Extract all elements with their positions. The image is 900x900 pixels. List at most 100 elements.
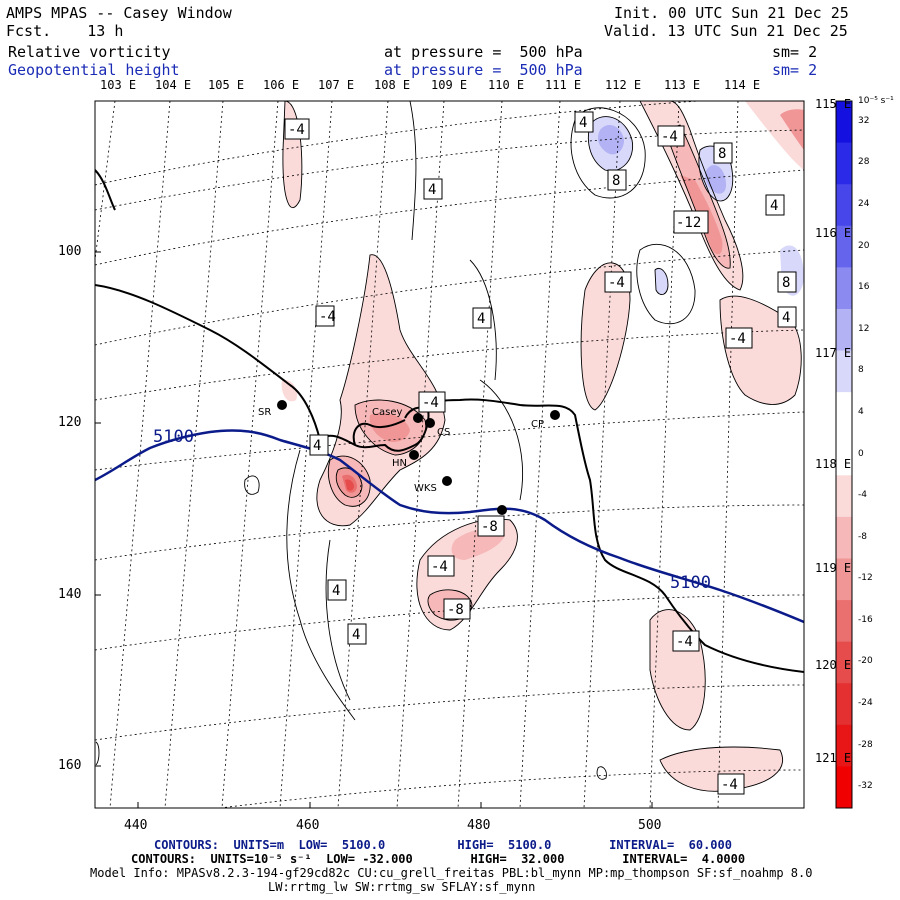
colorbar-swatch [836, 724, 852, 767]
contour-label: -4 [284, 118, 310, 140]
svg-text:-4: -4 [729, 331, 746, 347]
colorbar-swatch [836, 683, 852, 726]
svg-text:4: 4 [352, 627, 360, 643]
colorbar [835, 100, 853, 809]
contour-label: -12 [673, 210, 709, 234]
svg-text:-4: -4 [608, 275, 625, 291]
svg-text:-4: -4 [319, 309, 336, 325]
colorbar-tick-label: 28 [858, 157, 870, 168]
footer-model-info-2: LW:rrtmg_lw SW:rrtmg_sw SFLAY:sf_mynn [268, 880, 536, 894]
contour-label: -4 [427, 555, 455, 577]
axis-ticks [95, 251, 653, 808]
colorbar-tick-label: 20 [858, 240, 870, 251]
contour-label: -4 [717, 773, 745, 795]
field2-name: Geopotential height [8, 61, 180, 79]
init-time: Init. 00 UTC Sun 21 Dec 25 [614, 4, 849, 22]
colorbar-swatch [836, 225, 852, 268]
svg-text:-4: -4 [676, 634, 693, 650]
colorbar-tick-label: 16 [858, 282, 870, 293]
svg-text:8: 8 [612, 173, 620, 189]
contour-label: 4 [472, 307, 492, 329]
svg-text:-4: -4 [288, 122, 305, 138]
svg-text:-8: -8 [447, 602, 464, 618]
forecast-hour: Fcst. 13 h [6, 22, 124, 40]
contour-label: -4 [604, 271, 632, 293]
svg-text:8: 8 [782, 275, 790, 291]
colorbar-swatch [836, 516, 852, 559]
field1-name: Relative vorticity [8, 43, 171, 61]
contour-label: 8 [713, 142, 733, 164]
colorbar-swatch [836, 267, 852, 310]
contour-label: 4 [347, 623, 367, 645]
x-tick-label: 480 [467, 818, 491, 833]
svg-text:4: 4 [313, 438, 321, 454]
colorbar-tick-label: 8 [858, 365, 864, 376]
colorbar-swatch [836, 600, 852, 643]
contour-label: -4 [418, 391, 446, 413]
svg-text:4: 4 [579, 115, 587, 131]
colorbar-tick-label: -20 [858, 656, 873, 667]
colorbar-tick-label: -16 [858, 614, 873, 625]
y-tick-label: 120 [58, 415, 82, 430]
svg-text:-4: -4 [721, 777, 738, 793]
footer-height-contours: CONTOURS: UNITS=m LOW= 5100.0 HIGH= 5100… [154, 838, 732, 852]
station-label-sr: SR [258, 407, 271, 418]
contour-label: 4 [765, 194, 785, 216]
colorbar-tick-label: -24 [858, 698, 873, 709]
x-tick-label: 460 [296, 818, 320, 833]
lon-label: 105 E [208, 78, 245, 92]
contour-label: 4 [777, 306, 797, 328]
contour-label: -4 [725, 327, 753, 349]
svg-text:8: 8 [718, 146, 726, 162]
field1-smoothing: sm= 2 [772, 43, 818, 61]
colorbar-swatch [836, 475, 852, 518]
plot-title: AMPS MPAS -- Casey Window [6, 4, 232, 22]
lon-label: 104 E [155, 78, 192, 92]
station-wks-dot [442, 476, 452, 486]
height-label-east: 5100 [670, 573, 711, 593]
colorbar-tick-label: -32 [858, 781, 873, 792]
valid-time: Valid. 13 UTC Sun 21 Dec 25 [604, 22, 848, 40]
svg-text:4: 4 [332, 583, 340, 599]
colorbar-swatch [836, 641, 852, 684]
footer-vorticity-contours: CONTOURS: UNITS=10⁻⁵ s⁻¹ LOW= -32.000 HI… [131, 852, 746, 866]
y-tick-label: 100 [58, 244, 82, 259]
svg-text:4: 4 [770, 198, 778, 214]
colorbar-swatch [836, 433, 852, 476]
contour-label: 4 [423, 178, 443, 200]
contour-label: 4 [309, 434, 329, 456]
contour-label: 8 [777, 271, 797, 293]
longitude-grid [95, 101, 739, 808]
svg-text:4: 4 [428, 182, 436, 198]
field2-level: at pressure = 500 hPa [384, 61, 583, 79]
colorbar-unit: 10⁻⁵ s⁻¹ [858, 96, 894, 106]
colorbar-swatch [836, 558, 852, 601]
height-label-west: 5100 [153, 427, 194, 447]
station-label-wks: WKS [414, 483, 437, 494]
contour-label: 4 [574, 111, 594, 133]
lon-label: 112 E [605, 78, 642, 92]
lon-label: 110 E [488, 78, 525, 92]
station-cp-dot [550, 410, 560, 420]
colorbar-swatch [836, 184, 852, 227]
contour-label: -4 [672, 630, 700, 652]
colorbar-swatch [836, 350, 852, 393]
colorbar-swatch [836, 101, 852, 144]
lon-label: 106 E [263, 78, 300, 92]
colorbar-tick-label: 0 [858, 448, 864, 459]
station-label-cp: CP [531, 419, 544, 430]
station-label-hn: HN [392, 458, 407, 469]
svg-text:-12: -12 [676, 215, 701, 231]
lon-label-right: 120 E [815, 658, 852, 672]
station-label-cs: CS [437, 427, 450, 438]
station-unnamed-dot [497, 505, 507, 515]
colorbar-swatch [836, 766, 852, 809]
x-tick-label: 440 [124, 818, 148, 833]
lon-label: 109 E [431, 78, 468, 92]
lon-label: 107 E [318, 78, 355, 92]
contour-label: -8 [477, 515, 505, 537]
contour-labels: -4 4 4 -4 8 8 -12 4 -4 8 4 -4 4 -4 4 -4 … [284, 111, 797, 795]
colorbar-tick-label: -28 [858, 739, 873, 750]
x-tick-label: 500 [638, 818, 662, 833]
